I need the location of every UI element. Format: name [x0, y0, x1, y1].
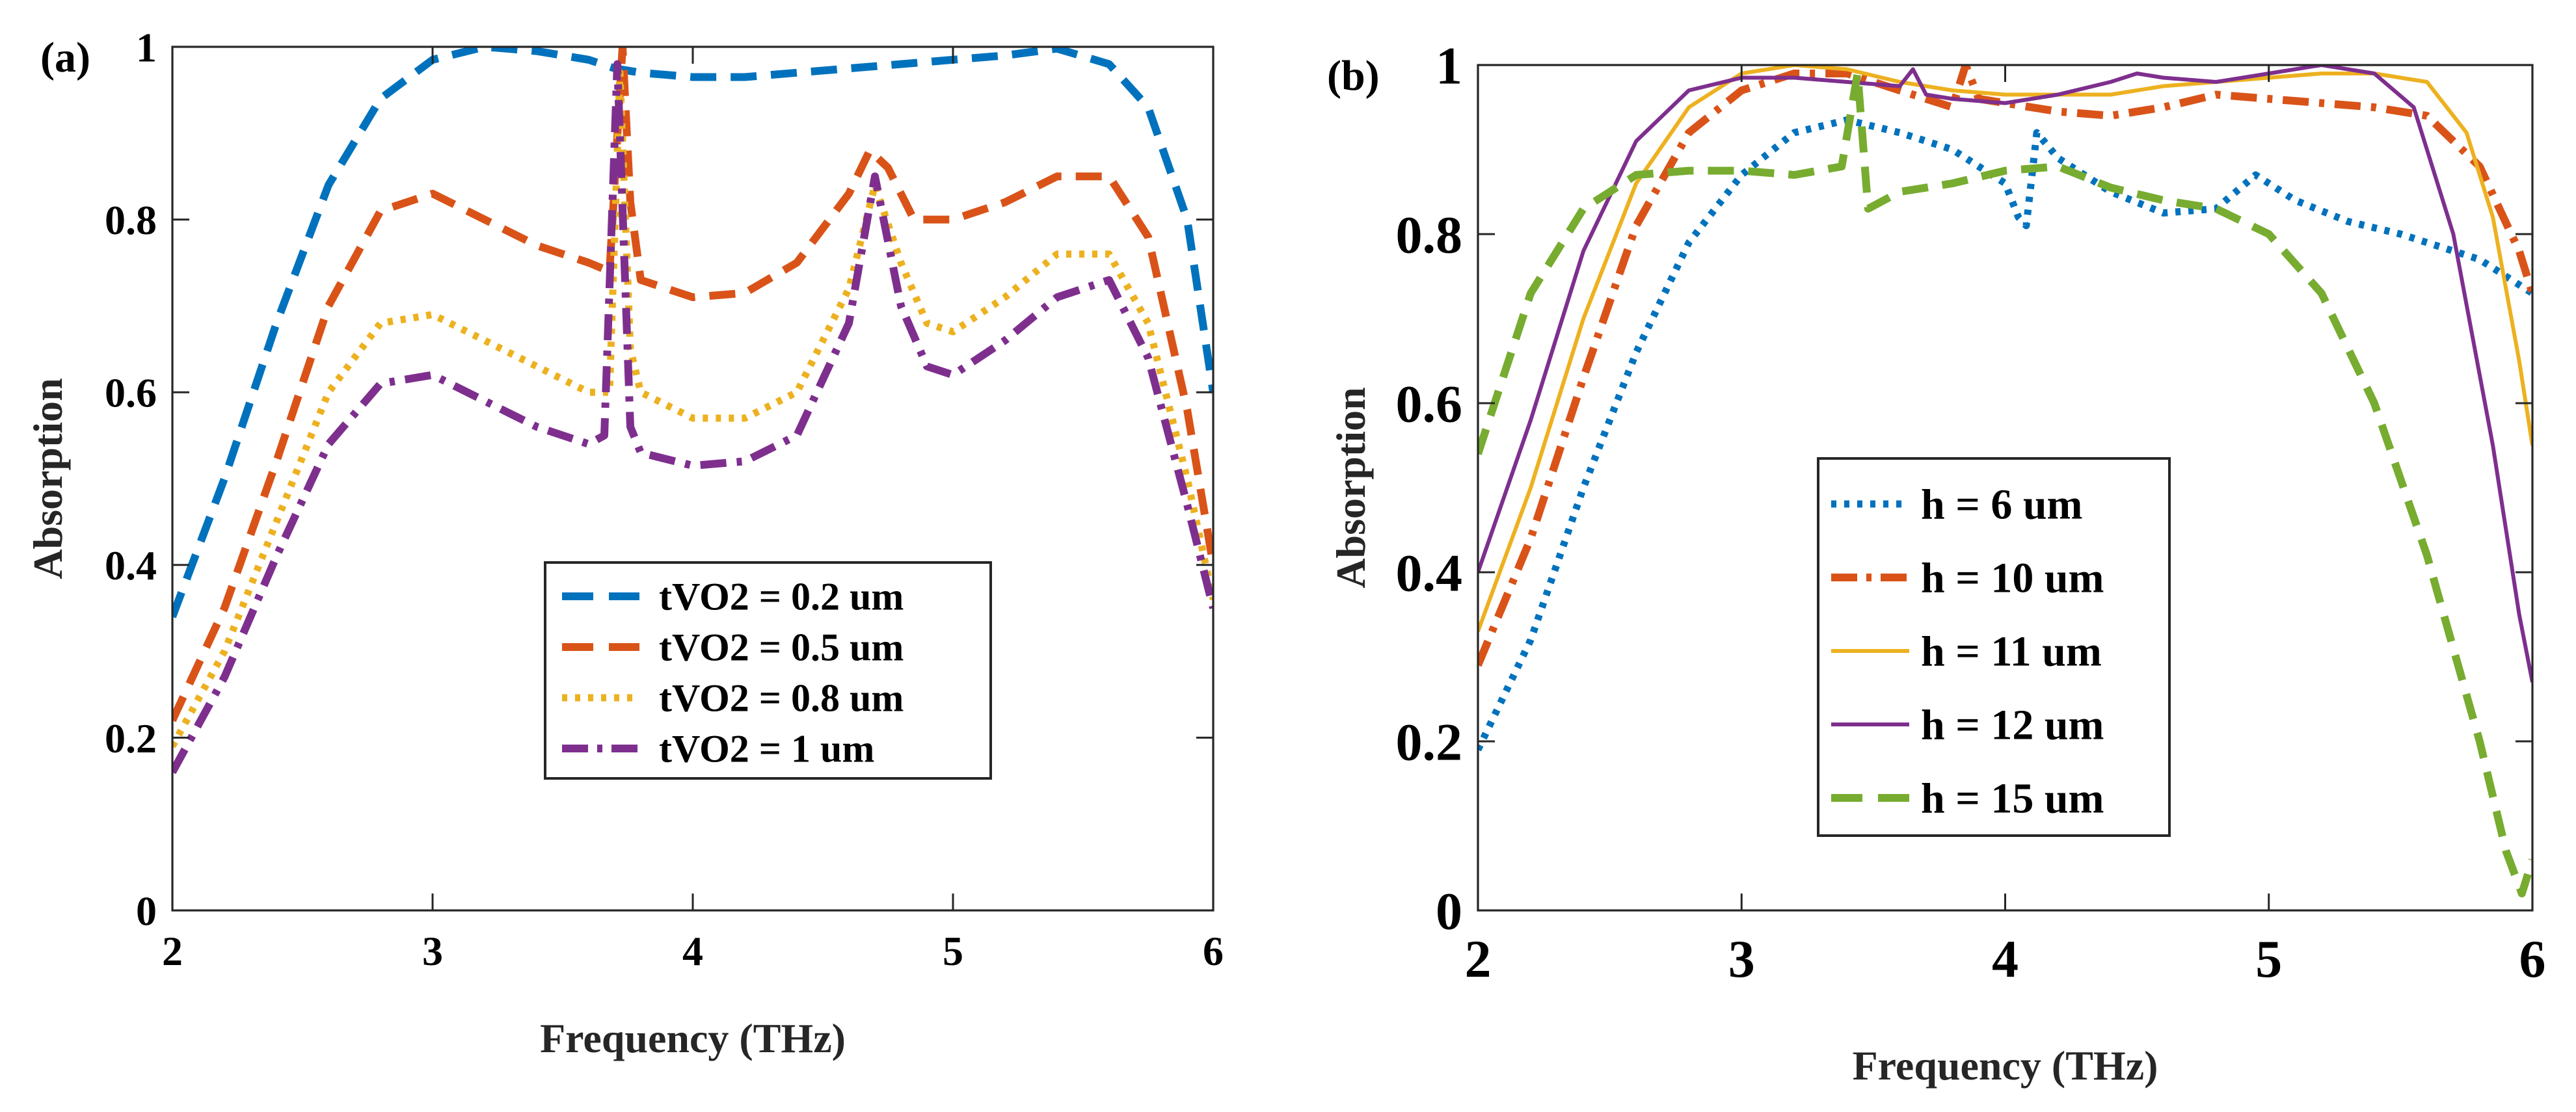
legend-entry-4: tVO2 = 1 um [659, 727, 874, 770]
legend-box [1817, 457, 2171, 837]
series-line-3 [172, 69, 1213, 748]
y-tick-label: 0.4 [1396, 544, 1463, 603]
series-line-4 [1478, 65, 2532, 683]
legend: h = 6 um h = 10 um h = 11 um h = 12 um h = 1… [1817, 457, 2171, 837]
y-tick-label: 0.8 [1396, 205, 1463, 265]
series-line-5 [1478, 70, 2532, 897]
panel-b-chart: (b) 2 3 4 5 6 0 0.2 0.4 0.6 0.8 1 Frequency (THz) Ab… [1327, 36, 2546, 1089]
y-axis-label: Absorption [25, 378, 71, 579]
x-tick-label: 4 [1992, 929, 2019, 988]
series-line-2 [172, 47, 1213, 722]
x-tick-label: 3 [422, 928, 443, 974]
legend-entry-1: h = 6 um [1921, 481, 2083, 528]
legend-entry-2: tVO2 = 0.5 um [659, 626, 904, 669]
x-tick-label: 2 [1465, 929, 1492, 988]
x-tick-label: 4 [682, 928, 703, 974]
y-tick-label: 1 [136, 24, 157, 70]
x-axis-label: Frequency (THz) [540, 1015, 846, 1061]
x-tick-label: 6 [1203, 928, 1224, 974]
panel-b-label: (b) [1327, 52, 1380, 99]
y-tick-label: 0 [1436, 882, 1462, 941]
legend-entry-3: tVO2 = 0.8 um [659, 676, 904, 719]
panel-a-label: (a) [40, 34, 90, 81]
series-group [1478, 65, 2532, 897]
y-tick-label: 0.4 [105, 542, 157, 589]
x-tick-label: 2 [162, 928, 183, 974]
y-tick-label: 0 [136, 888, 157, 934]
x-tick-label: 3 [1728, 929, 1755, 988]
legend-entry-4: h = 12 um [1921, 701, 2104, 748]
legend-entry-1: tVO2 = 0.2 um [659, 575, 904, 618]
legend-entry-2: h = 10 um [1921, 554, 2104, 602]
y-tick-label: 0.2 [105, 715, 157, 761]
x-tick-label: 5 [2255, 929, 2282, 988]
y-tick-label: 1 [1436, 36, 1462, 96]
y-tick-label: 0.2 [1396, 713, 1463, 772]
series-group [172, 47, 1213, 774]
legend-entry-5: h = 15 um [1921, 774, 2104, 822]
series-line-1 [172, 47, 1213, 618]
legend: tVO2 = 0.2 um tVO2 = 0.5 um tVO2 = 0.8 um t… [544, 561, 992, 780]
panel-a-chart: (a) 2 3 4 5 6 0 0.2 0.4 0.6 0.8 1 Frequency (THz) Ab… [25, 24, 1224, 1061]
y-tick-label: 0.6 [1396, 375, 1463, 434]
y-axis-label: Absorption [1328, 387, 1374, 588]
y-tick-label: 0.6 [105, 370, 157, 416]
x-axis-label: Frequency (THz) [1853, 1042, 2158, 1089]
y-tick-label: 0.8 [105, 197, 157, 243]
x-tick-label: 5 [943, 928, 963, 974]
legend-entry-3: h = 11 um [1921, 628, 2102, 675]
x-tick-label: 6 [2519, 929, 2546, 988]
